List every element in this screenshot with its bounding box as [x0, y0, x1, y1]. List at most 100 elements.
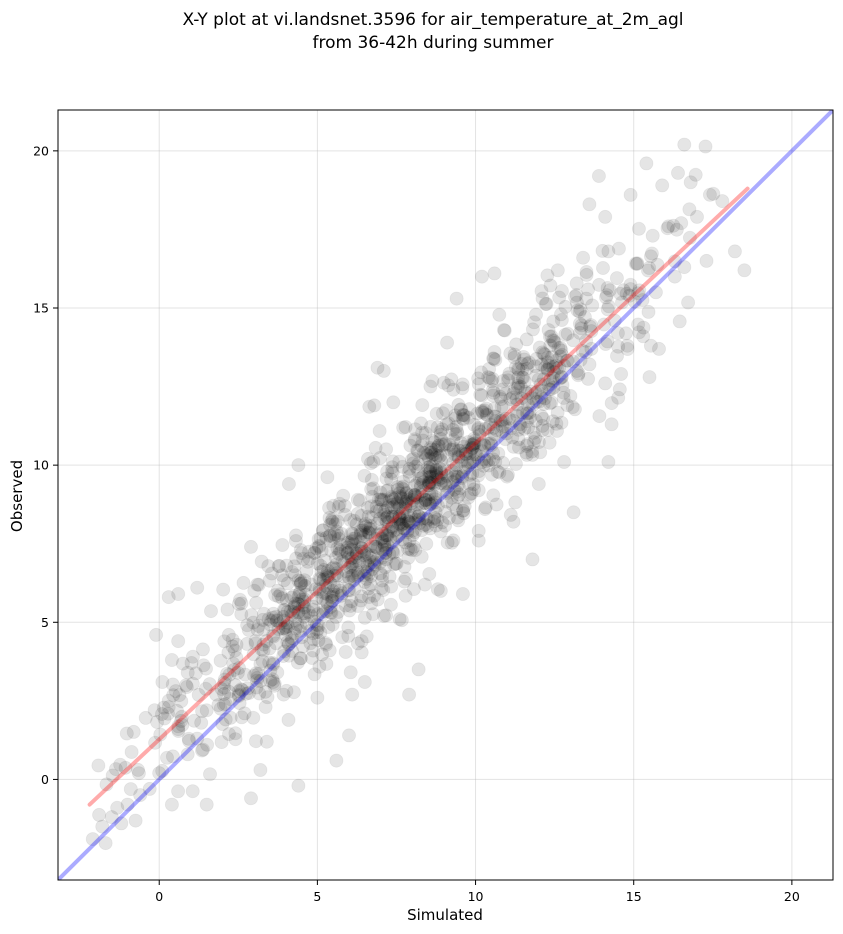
scatter-point	[699, 253, 714, 268]
scatter-point	[313, 572, 328, 587]
scatter-point	[531, 476, 546, 491]
scatter-point	[209, 687, 224, 702]
scatter-point	[312, 659, 327, 674]
scatter-point	[377, 537, 392, 552]
x-tick-label: 5	[313, 889, 321, 904]
scatter-point	[246, 710, 261, 725]
scatter-point	[408, 487, 423, 502]
scatter-point	[455, 446, 470, 461]
scatter-point	[329, 566, 344, 581]
scatter-point	[358, 554, 373, 569]
scatter-point	[248, 636, 263, 651]
scatter-point	[273, 616, 288, 631]
scatter-point	[364, 472, 379, 487]
scatter-point	[268, 588, 283, 603]
scatter-point	[496, 373, 511, 388]
scatter-point	[251, 577, 266, 592]
scatter-point	[293, 585, 308, 600]
scatter-point	[611, 241, 626, 256]
scatter-point	[540, 362, 555, 377]
scatter-point	[584, 341, 599, 356]
scatter-point	[302, 624, 317, 639]
scatter-point	[360, 500, 375, 515]
scatter-point	[579, 267, 594, 282]
scatter-point	[234, 682, 249, 697]
scatter-point	[375, 568, 390, 583]
scatter-point	[430, 440, 445, 455]
scatter-point	[174, 709, 189, 724]
scatter-point	[157, 711, 172, 726]
x-tick-label: 10	[468, 889, 484, 904]
scatter-point	[499, 426, 514, 441]
scatter-point	[448, 427, 463, 442]
scatter-point	[677, 137, 692, 152]
scatter-point	[264, 566, 279, 581]
scatter-point	[329, 561, 344, 576]
scatter-point	[493, 414, 508, 429]
scatter-point	[234, 596, 249, 611]
scatter-point	[398, 494, 413, 509]
scatter-point	[482, 361, 497, 376]
scatter-point	[511, 378, 526, 393]
scatter-point	[484, 438, 499, 453]
scatter-point	[531, 372, 546, 387]
scatter-point	[440, 535, 455, 550]
scatter-point	[393, 489, 408, 504]
scatter-point	[406, 539, 421, 554]
scatter-point	[480, 408, 495, 423]
scatter-point	[428, 465, 443, 480]
scatter-point	[334, 526, 349, 541]
scatter-point	[555, 377, 570, 392]
scatter-point	[390, 480, 405, 495]
scatter-point	[350, 492, 365, 507]
scatter-point	[347, 513, 362, 528]
scatter-point	[360, 565, 375, 580]
scatter-point	[404, 543, 419, 558]
scatter-point	[235, 683, 250, 698]
scatter-point	[365, 548, 380, 563]
scatter-point	[450, 424, 465, 439]
scatter-point	[354, 508, 369, 523]
scatter-point	[377, 511, 392, 526]
scatter-point	[92, 807, 107, 822]
scatter-point	[364, 482, 379, 497]
scatter-point	[320, 563, 335, 578]
scatter-point	[406, 492, 421, 507]
scatter-point	[325, 589, 340, 604]
scatter-point	[392, 612, 407, 627]
scatter-point	[293, 543, 308, 558]
scatter-point	[288, 613, 303, 628]
scatter-point	[582, 357, 597, 372]
scatter-point	[422, 465, 437, 480]
scatter-point	[382, 531, 397, 546]
scatter-point	[435, 473, 450, 488]
scatter-point	[391, 512, 406, 527]
scatter-point	[577, 310, 592, 325]
scatter-point	[438, 478, 453, 493]
scatter-point	[152, 766, 167, 781]
scatter-point	[448, 465, 463, 480]
scatter-point	[379, 542, 394, 557]
scatter-point	[354, 645, 369, 660]
scatter-point	[416, 475, 431, 490]
scatter-point	[456, 412, 471, 427]
scatter-point	[506, 439, 521, 454]
scatter-point	[420, 448, 435, 463]
scatter-point	[503, 392, 518, 407]
scatter-point	[444, 463, 459, 478]
scatter-point	[360, 451, 375, 466]
scatter-point	[501, 411, 516, 426]
scatter-point	[435, 437, 450, 452]
scatter-point	[519, 361, 534, 376]
scatter-point	[340, 540, 355, 555]
scatter-point	[359, 571, 374, 586]
scatter-point	[147, 703, 162, 718]
scatter-point	[463, 455, 478, 470]
scatter-point	[429, 463, 444, 478]
scatter-point	[592, 277, 607, 292]
scatter-point	[240, 618, 255, 633]
scatter-point	[330, 568, 345, 583]
scatter-point	[521, 397, 536, 412]
scatter-point	[217, 672, 232, 687]
scatter-point	[284, 634, 299, 649]
